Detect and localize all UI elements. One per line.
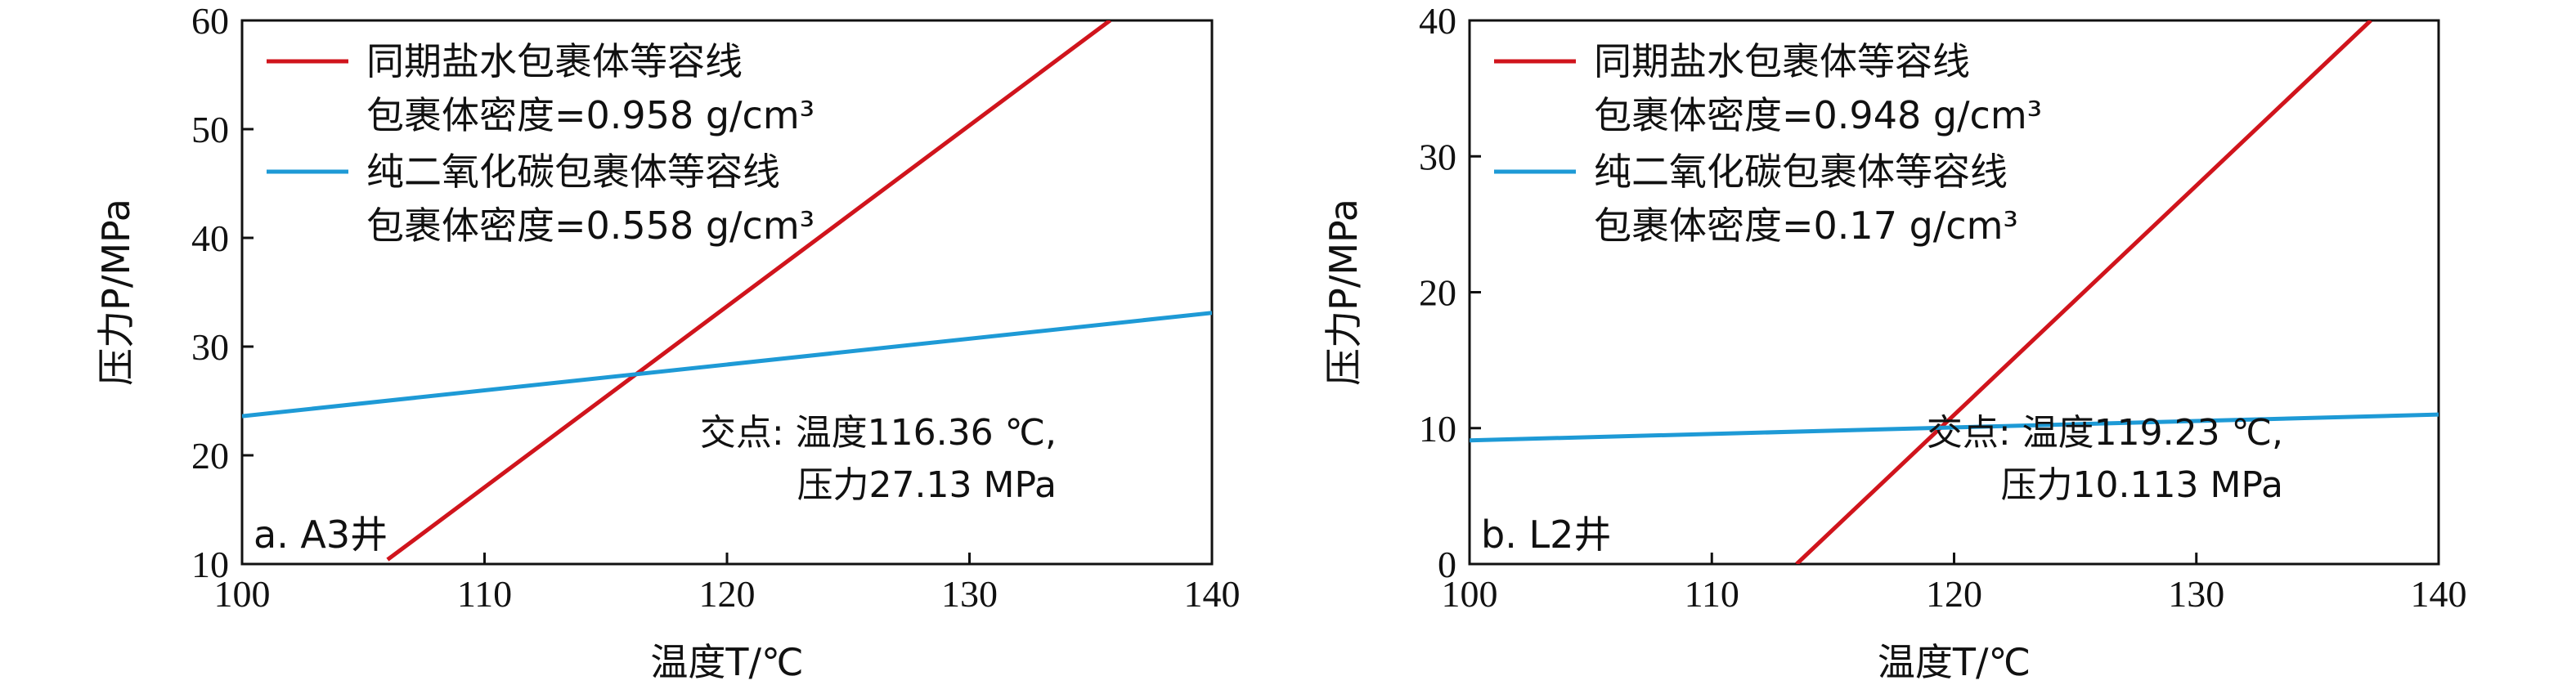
- x-tick-label: 130: [941, 573, 998, 615]
- x-tick-label: 100: [1442, 573, 1498, 615]
- y-tick-label: 0: [1438, 544, 1456, 585]
- series-line-brine: [1795, 20, 2372, 564]
- x-tick-label: 110: [457, 573, 512, 615]
- intersection-annotation-line2: 压力27.13 MPa: [797, 464, 1057, 506]
- chart-panel-b: 100 110 120 130 140 0 10 20 30 40 温度T/℃ 压力P/MPa 同期盐水…: [1322, 0, 2467, 684]
- x-tick-label: 120: [699, 573, 756, 615]
- series-line-brine: [386, 20, 1111, 562]
- x-tick-label: 140: [1184, 573, 1241, 615]
- legend-density: 包裹体密度=0.948 g/cm³: [1594, 93, 2042, 137]
- y-axis-label: 压力P/MPa: [94, 199, 138, 386]
- x-tick-label: 130: [2168, 573, 2224, 615]
- x-axis-label: 温度T/℃: [1878, 640, 2031, 684]
- panel-label: b. L2井: [1481, 513, 1611, 557]
- x-axis-label: 温度T/℃: [650, 640, 803, 684]
- y-axis-label: 压力P/MPa: [1322, 199, 1366, 386]
- y-tick-label: 30: [191, 326, 229, 368]
- legend-label: 同期盐水包裹体等容线: [1594, 39, 1970, 83]
- x-tick-label: 120: [1926, 573, 1982, 615]
- legend-label: 同期盐水包裹体等容线: [366, 39, 743, 83]
- x-tick-label: 100: [214, 573, 271, 615]
- series-line-co2: [1470, 412, 2439, 443]
- legend-density: 包裹体密度=0.558 g/cm³: [366, 204, 815, 248]
- y-tick-label: 40: [1419, 0, 1456, 42]
- y-tick-label: 20: [191, 435, 229, 477]
- panel-label: a. A3井: [254, 513, 388, 557]
- y-tick-label: 10: [191, 544, 229, 585]
- legend-density: 包裹体密度=0.17 g/cm³: [1594, 204, 2018, 248]
- y-tick-label: 50: [191, 109, 229, 150]
- y-tick-label: 20: [1419, 272, 1456, 314]
- y-tick-label: 10: [1419, 408, 1456, 450]
- intersection-annotation-line1: 交点: 温度119.23 ℃,: [1927, 412, 2283, 454]
- series-line-co2: [242, 311, 1212, 419]
- chart-panel-a: 100 110 120 130 140 10 20 30 40 50 60 温度T/℃ 压力P/MPa 同…: [94, 0, 1241, 684]
- x-tick-label: 140: [2411, 573, 2467, 615]
- y-tick-label: 30: [1419, 136, 1456, 177]
- y-tick-label: 60: [191, 0, 229, 42]
- legend-label: 纯二氧化碳包裹体等容线: [366, 150, 780, 194]
- y-tick-label: 40: [191, 217, 229, 259]
- intersection-annotation-line2: 压力10.113 MPa: [2001, 464, 2283, 506]
- legend-label: 纯二氧化碳包裹体等容线: [1594, 150, 2008, 194]
- x-tick-label: 110: [1685, 573, 1739, 615]
- legend-density: 包裹体密度=0.958 g/cm³: [366, 93, 815, 137]
- intersection-annotation-line1: 交点: 温度116.36 ℃,: [700, 412, 1057, 454]
